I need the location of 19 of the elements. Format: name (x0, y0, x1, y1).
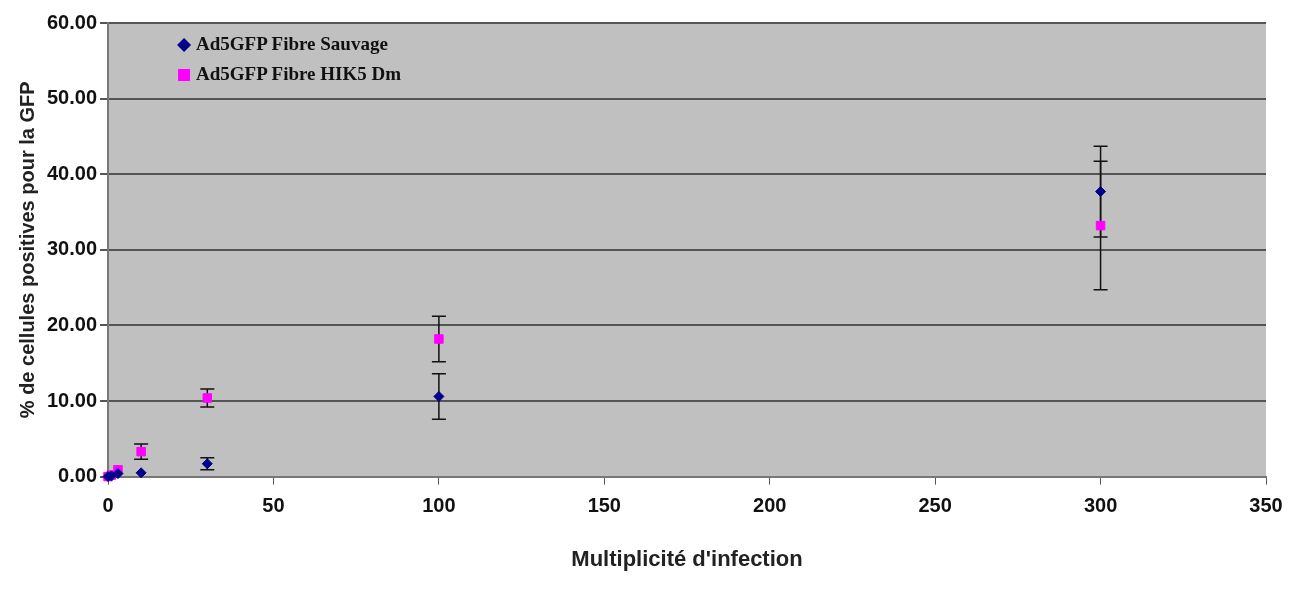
y-tick-label: 10.00 (46, 388, 98, 411)
x-tick-label: 300 (1083, 494, 1118, 517)
x-tick-label: 250 (918, 494, 952, 517)
x-tick-label: 0 (102, 494, 114, 517)
y-tick-label: 40.00 (46, 161, 98, 184)
y-tick-label: 50.00 (46, 86, 98, 109)
x-axis-title: Multiplicité d'infection (571, 545, 803, 571)
y-tick-label: 60.00 (46, 10, 98, 33)
legend-label: Ad5GFP Fibre HIK5 Dm (196, 62, 402, 84)
y-axis-title: % de cellules positives pour la GFP (15, 81, 38, 419)
y-tick-label: 30.00 (46, 237, 98, 260)
x-tick-label: 100 (422, 494, 456, 517)
x-tick-label: 350 (1249, 494, 1283, 517)
x-tick-label: 150 (587, 494, 621, 517)
x-tick-label: 200 (753, 494, 787, 517)
legend-label: Ad5GFP Fibre Sauvage (196, 32, 388, 54)
x-tick-label: 50 (262, 494, 285, 517)
y-tick-label: 0.00 (58, 464, 98, 487)
y-tick-label: 20.00 (46, 312, 98, 335)
